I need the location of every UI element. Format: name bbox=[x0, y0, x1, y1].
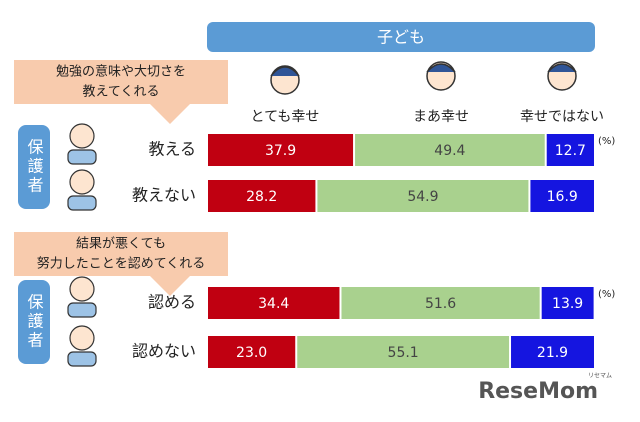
callout-title: 結果が悪くても bbox=[76, 237, 166, 252]
side-box bbox=[18, 280, 50, 364]
header-box bbox=[207, 22, 595, 52]
bar-segment bbox=[208, 287, 340, 319]
icon-parent bbox=[69, 123, 95, 149]
bar-segment bbox=[208, 336, 296, 368]
icon-child bbox=[270, 61, 577, 95]
category-label: 教えない bbox=[132, 186, 196, 205]
value-label: 16.9 bbox=[547, 189, 578, 205]
callout-arrow bbox=[150, 276, 190, 296]
bar-segment bbox=[511, 336, 594, 368]
legend-label: まあ幸せ bbox=[413, 109, 469, 125]
unit-label: (%) bbox=[598, 289, 615, 300]
side-label: 保護者 bbox=[25, 139, 44, 196]
category-label: 認める bbox=[148, 293, 196, 312]
bar-segment bbox=[341, 287, 540, 319]
icon-parent bbox=[69, 169, 95, 195]
value-label: 13.9 bbox=[552, 296, 583, 312]
watermark-small: リセマム bbox=[588, 373, 612, 380]
legend-label: 幸せではない bbox=[520, 109, 604, 125]
bar-segment bbox=[208, 134, 354, 166]
unit-label: (%) bbox=[598, 136, 615, 147]
value-label: 54.9 bbox=[407, 189, 438, 205]
bar-segment bbox=[317, 180, 529, 212]
bar-segment bbox=[297, 336, 510, 368]
value-label: 12.7 bbox=[555, 143, 586, 159]
category-label: 教える bbox=[148, 140, 196, 159]
value-label: 28.2 bbox=[246, 189, 277, 205]
watermark: ReseMom bbox=[478, 379, 598, 404]
value-label: 21.9 bbox=[537, 345, 568, 361]
bar-segment bbox=[546, 134, 594, 166]
icon-parent-body bbox=[67, 149, 97, 165]
callout-title: 努力したことを認めてくれる bbox=[37, 256, 206, 272]
value-label: 55.1 bbox=[388, 345, 419, 361]
legend-label: とても幸せ bbox=[251, 109, 320, 125]
category-label: 認めない bbox=[132, 342, 196, 361]
bar-segment bbox=[530, 180, 594, 212]
icon-parent bbox=[69, 276, 95, 302]
callout-box bbox=[14, 232, 228, 276]
bar-segment bbox=[541, 287, 594, 319]
value-label: 51.6 bbox=[425, 296, 456, 312]
bar-segment bbox=[208, 180, 316, 212]
side-box bbox=[18, 125, 50, 209]
icon-parent-body bbox=[67, 302, 97, 318]
callout-title: 勉強の意味や大切さを bbox=[56, 64, 186, 80]
value-label: 34.4 bbox=[258, 296, 289, 312]
value-label: 23.0 bbox=[236, 345, 267, 361]
header: 子ども bbox=[377, 28, 425, 47]
callout-box bbox=[14, 60, 228, 104]
side-label: 保護者 bbox=[25, 294, 44, 351]
icon-parent-body bbox=[67, 195, 97, 211]
icon-parent bbox=[69, 325, 95, 351]
value-label: 37.9 bbox=[265, 143, 296, 159]
value-label: 49.4 bbox=[434, 143, 465, 159]
icon-parent-body bbox=[67, 351, 97, 367]
callout-arrow bbox=[150, 104, 190, 124]
bar-segment bbox=[355, 134, 545, 166]
callout-title: 教えてくれる bbox=[83, 84, 160, 100]
